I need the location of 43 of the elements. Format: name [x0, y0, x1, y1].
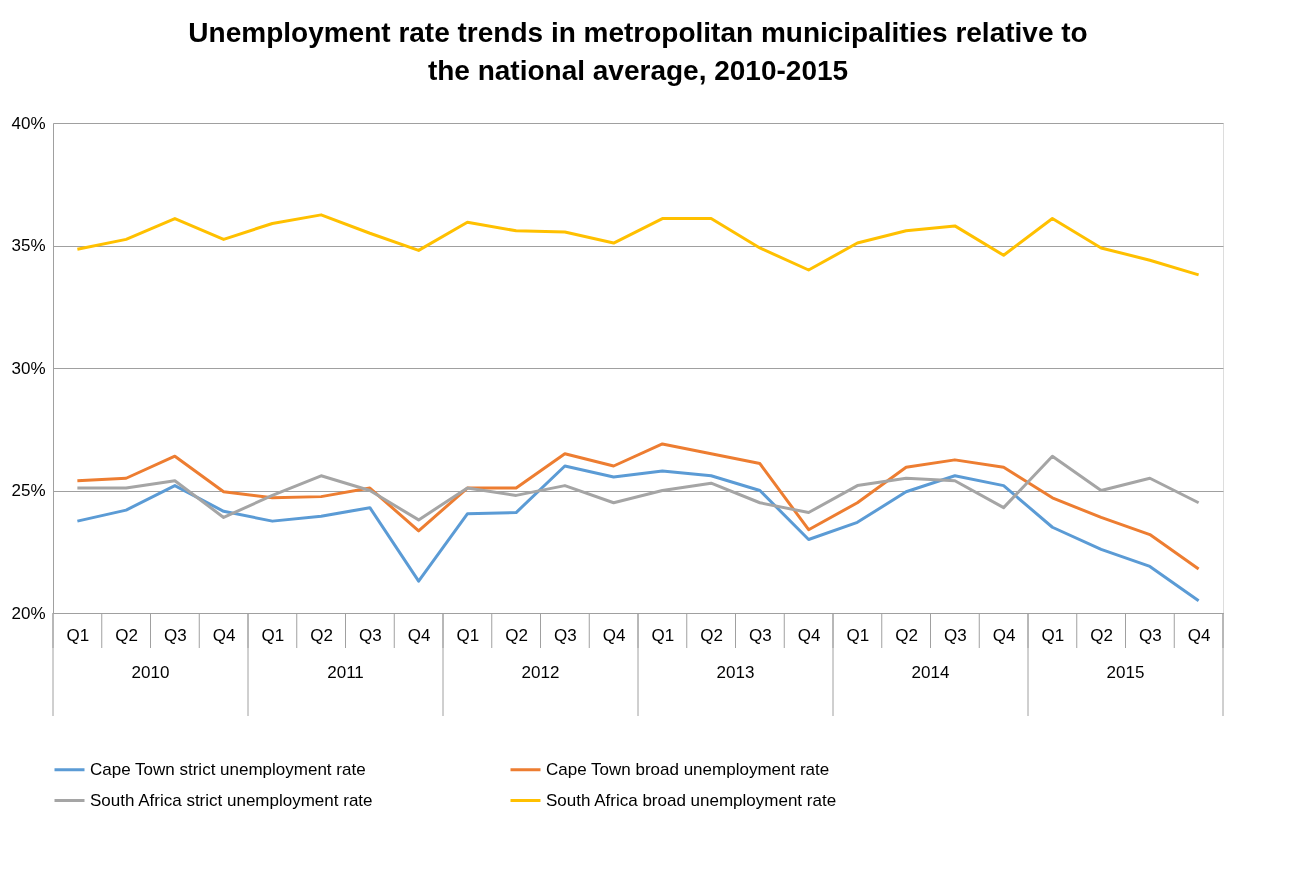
- x-tick-label: Q3: [359, 625, 382, 645]
- x-tick-label: Q2: [115, 625, 138, 645]
- x-tick-label: Q3: [944, 625, 967, 645]
- x-tick-label: Q2: [1090, 625, 1113, 645]
- x-tick-label: Q1: [456, 625, 480, 645]
- x-tick-label: Q4: [1187, 625, 1211, 645]
- x-tick-label: Q2: [505, 625, 528, 645]
- x-tick-label: Q1: [651, 625, 675, 645]
- y-tick-label: 35%: [11, 236, 46, 255]
- legend-label: Cape Town strict unemployment rate: [90, 759, 366, 779]
- text: 2010: [131, 663, 170, 682]
- x-tick-label: Q4: [797, 625, 821, 645]
- line-series: [75, 442, 1201, 571]
- x-tick-label: Q3: [1139, 625, 1162, 645]
- x-tick-label: Q2: [310, 625, 333, 645]
- line-series: [75, 464, 1201, 603]
- x-tick-label: Q3: [554, 625, 577, 645]
- x-tick-label: Q4: [212, 625, 236, 645]
- y-tick-label: 20%: [11, 603, 46, 623]
- x-tick-label: Q4: [992, 625, 1016, 645]
- legend-label: Cape Town broad unemployment rate: [546, 759, 830, 779]
- y-tick-label: 25%: [11, 481, 46, 500]
- x-tick-label: Q1: [1041, 625, 1065, 645]
- legend-label: South Africa strict unemployment rate: [90, 790, 373, 810]
- y-tick-label: 40%: [11, 113, 46, 133]
- text: 2011: [327, 663, 364, 682]
- x-tick-label: Q4: [602, 625, 626, 645]
- x-tick-label: Q1: [846, 625, 870, 645]
- y-tick-label: 30%: [11, 358, 46, 378]
- x-tick-label: Q3: [749, 625, 772, 645]
- x-tick-label: Q2: [700, 625, 723, 645]
- chart-title: Unemployment rate trends in metropolitan municipalities relative to the national average, 2010-2015: [188, 17, 1088, 86]
- x-tick-label: Q1: [66, 625, 90, 645]
- text: 2014: [911, 663, 950, 682]
- text: 2015: [1106, 663, 1145, 682]
- text: 2012: [521, 663, 560, 682]
- legend-label: South Africa broad unemployment rate: [546, 790, 837, 810]
- x-tick-label: Q3: [164, 625, 187, 645]
- x-tick-label: Q4: [407, 625, 431, 645]
- line-series: [75, 213, 1201, 277]
- x-tick-label: Q1: [261, 625, 285, 645]
- text: 2013: [716, 663, 755, 682]
- x-tick-label: Q2: [895, 625, 918, 645]
